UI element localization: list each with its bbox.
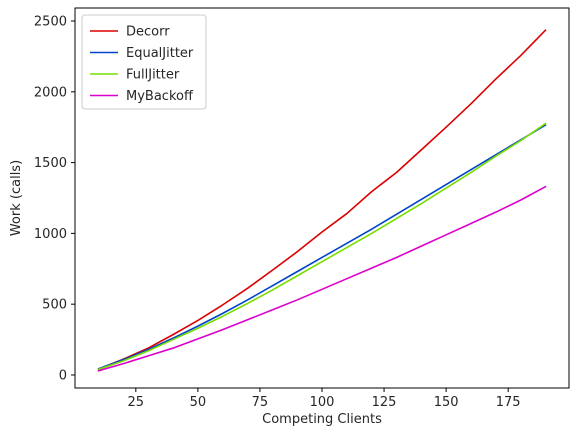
legend-label: Decorr	[126, 25, 170, 40]
series-line-mybackoff	[97, 185, 547, 372]
x-tick-label: 150	[434, 395, 459, 410]
series-line-equaljitter	[97, 123, 547, 370]
legend: Decorr EqualJitter FullJitter MyBackoff	[81, 14, 207, 110]
legend-box	[81, 14, 207, 110]
y-tick-label: 0	[59, 368, 67, 383]
x-tick-label: 75	[252, 395, 269, 410]
x-tick-label: 50	[190, 395, 207, 410]
y-tick-label: 1500	[34, 156, 67, 171]
y-tick-label: 1000	[34, 227, 67, 242]
y-axis-label: Work (calls)	[9, 160, 24, 236]
y-axis: 0 500 1000 1500 2000 2500	[34, 15, 75, 383]
legend-label: FullJitter	[126, 68, 180, 83]
y-tick-label: 2000	[34, 85, 67, 100]
series-layer	[97, 29, 547, 372]
y-tick-label: 2500	[34, 15, 67, 30]
series-line-decorr	[97, 29, 547, 371]
y-tick-label: 500	[42, 298, 67, 313]
legend-label: EqualJitter	[126, 46, 194, 61]
x-tick-label: 175	[496, 395, 521, 410]
legend-label: MyBackoff	[126, 89, 194, 104]
x-axis: 25 50 75 100 125 150 175	[128, 388, 521, 410]
x-tick-label: 100	[310, 395, 335, 410]
x-tick-label: 25	[128, 395, 145, 410]
x-axis-label: Competing Clients	[262, 412, 382, 427]
series-line-fulljitter	[97, 122, 547, 371]
x-tick-label: 125	[372, 395, 397, 410]
